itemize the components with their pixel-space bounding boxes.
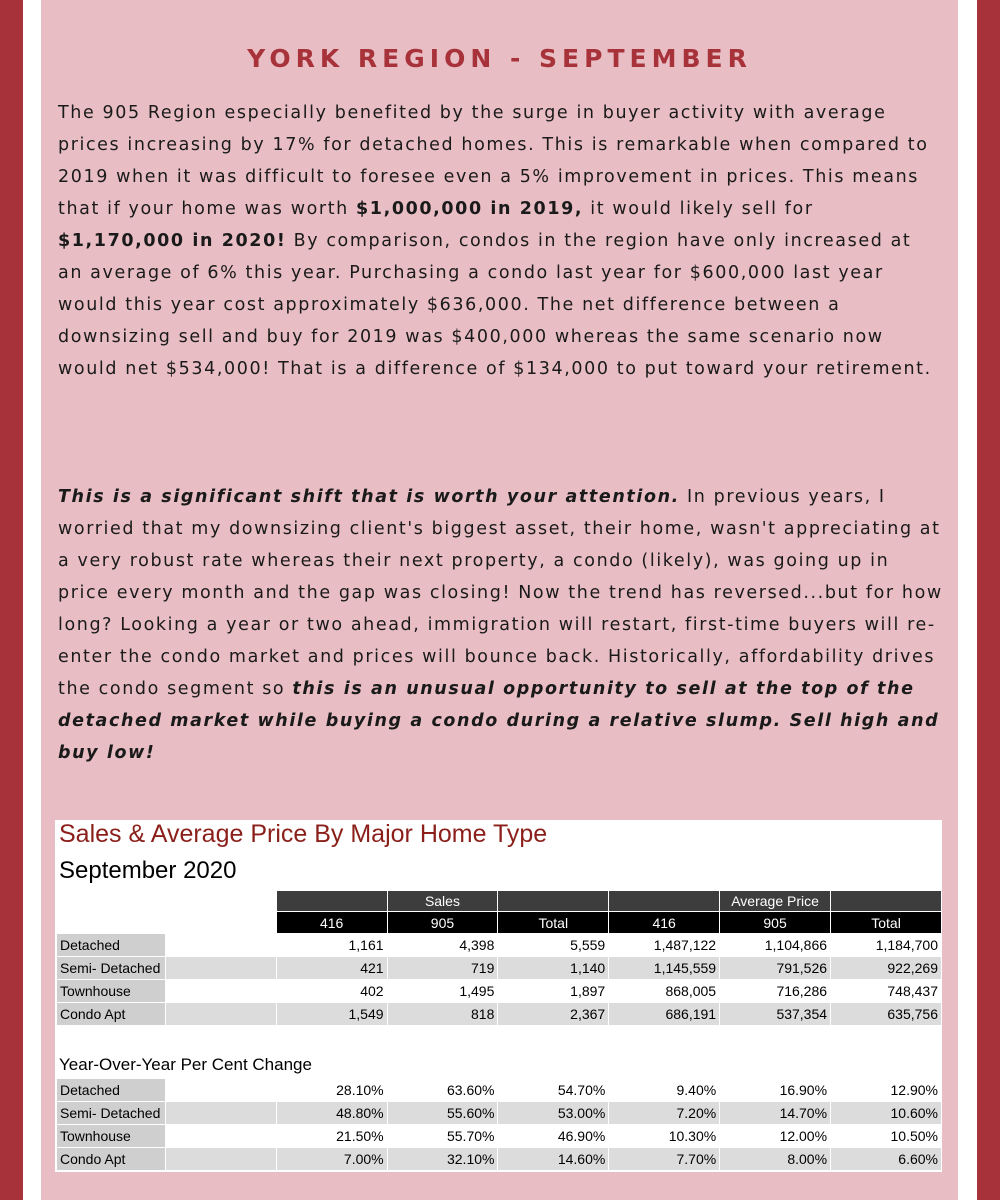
table-cell: 10.30% xyxy=(608,1124,721,1148)
table-row: Semi- Detached 421 719 1,140 1,145,559 791,52… xyxy=(56,956,942,980)
table-cell: 7.20% xyxy=(608,1101,721,1125)
text-segment: this is an unusual opportunity to sell a… xyxy=(58,679,940,763)
table-cell: 421 xyxy=(275,956,388,980)
table-cell: 635,756 xyxy=(830,1002,942,1026)
row-label: Townhouse xyxy=(56,1124,166,1148)
table-subtitle: September 2020 xyxy=(59,857,237,884)
text-segment: By comparison, condos in the region have… xyxy=(58,231,932,379)
table-cell: 1,184,700 xyxy=(830,933,942,957)
row-label: Semi- Detached xyxy=(56,1101,166,1125)
sales-table-image: Sales & Average Price By Major Home Type… xyxy=(55,820,942,1172)
sales-price-table: Sales Average Price 416 905 Total 416 905 Tot… xyxy=(56,890,942,1026)
table-cell: 32.10% xyxy=(386,1147,499,1171)
table-cell: 402 xyxy=(275,979,388,1003)
table-row: Semi- Detached 48.80% 55.60% 53.00% 7.20% 14.… xyxy=(56,1101,942,1125)
table-cell: 10.50% xyxy=(830,1124,942,1148)
content-panel: YORK REGION - SEPTEMBER The 905 Region e… xyxy=(41,0,958,1200)
text-segment: it would likely sell for xyxy=(583,199,814,219)
table-cell: 48.80% xyxy=(275,1101,388,1125)
table-cell: 1,549 xyxy=(275,1002,388,1026)
table-cell: 748,437 xyxy=(830,979,942,1003)
yoy-title: Year-Over-Year Per Cent Change xyxy=(59,1055,312,1074)
table-cell: 1,145,559 xyxy=(608,956,721,980)
table-cell: 53.00% xyxy=(497,1101,610,1125)
table-cell: 14.60% xyxy=(497,1147,610,1171)
table-cell: 12.00% xyxy=(719,1124,832,1148)
table-cell: 10.60% xyxy=(830,1101,942,1125)
table-row: Townhouse 402 1,495 1,897 868,005 716,286 748,… xyxy=(56,979,942,1003)
text-segment: This is a significant shift that is wort… xyxy=(58,487,680,507)
table-cell: 55.70% xyxy=(386,1124,499,1148)
column-header-row: 416 905 Total 416 905 Total xyxy=(56,911,942,934)
table-cell: 4,398 xyxy=(386,933,499,957)
column-header: 905 xyxy=(386,911,499,934)
table-row: Detached 1,161 4,398 5,559 1,487,122 1,104,86… xyxy=(56,933,942,957)
group-header-average-price: Average Price xyxy=(719,890,832,912)
table-cell: 6.60% xyxy=(830,1147,942,1171)
page-title: YORK REGION - SEPTEMBER xyxy=(247,44,752,73)
column-header: Total xyxy=(497,911,610,934)
table-cell: 1,161 xyxy=(275,933,388,957)
yoy-table: Detached 28.10% 63.60% 54.70% 9.40% 16.90% 12.… xyxy=(56,1078,942,1171)
table-cell: 7.00% xyxy=(275,1147,388,1171)
text-segment: $1,000,000 in 2019, xyxy=(356,199,584,219)
table-cell: 12.90% xyxy=(830,1078,942,1102)
row-label: Townhouse xyxy=(56,979,166,1003)
table-row: Condo Apt 1,549 818 2,367 686,191 537,354 635,… xyxy=(56,1002,942,1026)
text-segment: $1,170,000 in 2020! xyxy=(58,231,287,251)
table-cell: 8.00% xyxy=(719,1147,832,1171)
text-segment: The 905 Region especially benefited by t… xyxy=(58,103,929,219)
group-header-row: Sales Average Price xyxy=(56,890,942,912)
table-cell: 21.50% xyxy=(275,1124,388,1148)
table-cell: 55.60% xyxy=(386,1101,499,1125)
table-row: Townhouse 21.50% 55.70% 46.90% 10.30% 12.00% 1… xyxy=(56,1124,942,1148)
table-cell: 7.70% xyxy=(608,1147,721,1171)
table-cell: 922,269 xyxy=(830,956,942,980)
table-cell: 1,487,122 xyxy=(608,933,721,957)
table-cell: 2,367 xyxy=(497,1002,610,1026)
text-segment: In previous years, I worried that my dow… xyxy=(58,487,943,699)
group-header-sales: Sales xyxy=(386,890,499,912)
table-cell: 16.90% xyxy=(719,1078,832,1102)
table-cell: 1,897 xyxy=(497,979,610,1003)
paragraph-1: The 905 Region especially benefited by t… xyxy=(58,97,943,385)
row-label: Condo Apt xyxy=(56,1147,166,1171)
table-cell: 719 xyxy=(386,956,499,980)
row-label: Condo Apt xyxy=(56,1002,166,1026)
table-cell: 46.90% xyxy=(497,1124,610,1148)
row-label: Detached xyxy=(56,933,166,957)
table-cell: 1,140 xyxy=(497,956,610,980)
table-cell: 716,286 xyxy=(719,979,832,1003)
left-border xyxy=(0,0,23,1200)
table-row: Condo Apt 7.00% 32.10% 14.60% 7.70% 8.00% 6.60… xyxy=(56,1147,942,1171)
table-cell: 5,559 xyxy=(497,933,610,957)
table-cell: 537,354 xyxy=(719,1002,832,1026)
table-cell: 9.40% xyxy=(608,1078,721,1102)
row-label: Semi- Detached xyxy=(56,956,166,980)
table-cell: 63.60% xyxy=(386,1078,499,1102)
column-header: 905 xyxy=(719,911,832,934)
table-cell: 28.10% xyxy=(275,1078,388,1102)
table-cell: 868,005 xyxy=(608,979,721,1003)
row-label: Detached xyxy=(56,1078,166,1102)
paragraph-2: This is a significant shift that is wort… xyxy=(58,481,943,769)
right-border xyxy=(977,0,1000,1200)
column-header: 416 xyxy=(608,911,721,934)
table-cell: 1,104,866 xyxy=(719,933,832,957)
column-header: 416 xyxy=(275,911,388,934)
column-header: Total xyxy=(830,911,942,934)
table-title: Sales & Average Price By Major Home Type xyxy=(59,820,548,848)
table-cell: 686,191 xyxy=(608,1002,721,1026)
table-cell: 818 xyxy=(386,1002,499,1026)
table-cell: 14.70% xyxy=(719,1101,832,1125)
table-cell: 54.70% xyxy=(497,1078,610,1102)
table-row: Detached 28.10% 63.60% 54.70% 9.40% 16.90% 12.… xyxy=(56,1078,942,1102)
table-cell: 1,495 xyxy=(386,979,499,1003)
table-cell: 791,526 xyxy=(719,956,832,980)
